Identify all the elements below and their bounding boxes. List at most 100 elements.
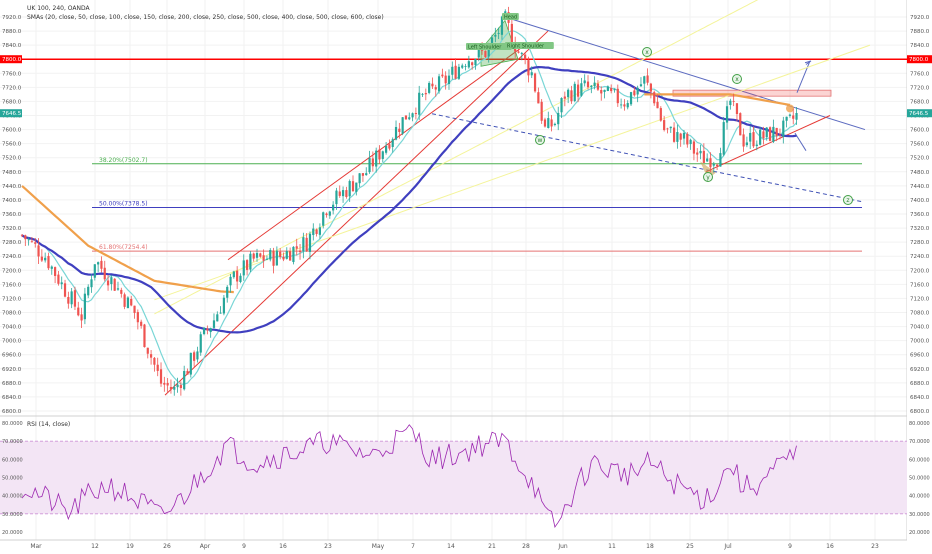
pattern-label-bg bbox=[466, 43, 512, 50]
y-tick-right: 7280.0 bbox=[910, 240, 930, 246]
candle-body bbox=[543, 119, 547, 127]
y-tick-right: 7440.0 bbox=[910, 184, 930, 190]
candle-body bbox=[371, 158, 374, 167]
candle-body bbox=[209, 328, 212, 333]
y-tick-left: 7880.0 bbox=[2, 29, 22, 35]
wave-circle bbox=[843, 195, 853, 205]
x-tick-label: May bbox=[372, 543, 385, 550]
rsi-band bbox=[0, 441, 907, 514]
candle-body bbox=[110, 277, 113, 285]
candle-body bbox=[351, 181, 355, 192]
rsi-line bbox=[21, 424, 797, 528]
candle-body bbox=[596, 83, 600, 90]
candle-body bbox=[80, 314, 83, 321]
y-tick-left: 7360.0 bbox=[2, 212, 22, 218]
rsi-pane bbox=[0, 424, 907, 528]
candle-body bbox=[87, 286, 90, 296]
candle-body bbox=[308, 233, 312, 252]
candle-body bbox=[444, 75, 447, 84]
candle-body bbox=[494, 34, 497, 37]
candle-body bbox=[116, 288, 120, 290]
x-tick-label: 9 bbox=[242, 543, 246, 550]
pattern-label: Head bbox=[504, 15, 517, 21]
wave-label: y bbox=[706, 174, 710, 181]
candle-body bbox=[792, 115, 795, 119]
candle-body bbox=[656, 101, 659, 109]
candle-body bbox=[428, 82, 431, 93]
candle-body bbox=[126, 297, 130, 309]
candle-body bbox=[368, 158, 371, 173]
candle-body bbox=[93, 264, 96, 278]
candle-body bbox=[361, 173, 365, 176]
wave-circle bbox=[732, 74, 742, 84]
y-tick-right: 6880.0 bbox=[910, 381, 930, 387]
candle-body bbox=[702, 150, 705, 163]
candle-body bbox=[461, 65, 464, 68]
sma-20-line bbox=[21, 29, 797, 385]
x-tick-label: 11 bbox=[608, 543, 616, 550]
rsi-tick-left: 60.0000 bbox=[2, 457, 23, 463]
y-tick-left: 7600.0 bbox=[2, 128, 22, 134]
candle-body bbox=[669, 126, 672, 129]
rsi-tick-left: 50.0000 bbox=[2, 476, 23, 482]
candle-body bbox=[610, 88, 613, 92]
candle-body bbox=[24, 235, 27, 240]
candle-body bbox=[583, 80, 586, 84]
x-tick-label: Apr bbox=[200, 543, 211, 550]
x-tick-label: 25 bbox=[686, 543, 694, 550]
candle-body bbox=[570, 90, 573, 102]
candle-body bbox=[269, 250, 272, 260]
candle-body bbox=[302, 237, 305, 252]
candle-body bbox=[391, 139, 394, 147]
candle-body bbox=[563, 96, 566, 99]
candle-body bbox=[189, 352, 192, 375]
candle-body bbox=[706, 158, 709, 162]
y-tick-left: 7080.0 bbox=[2, 311, 22, 317]
y-tick-left: 7160.0 bbox=[2, 282, 22, 288]
candle-body bbox=[524, 54, 527, 60]
y-tick-right: 7320.0 bbox=[910, 226, 930, 232]
bull-projection-arrow bbox=[796, 60, 811, 93]
candle-body bbox=[672, 127, 676, 142]
drawings[interactable] bbox=[0, 16, 907, 396]
candle-body bbox=[623, 104, 626, 107]
y-tick-right: 7080.0 bbox=[910, 311, 930, 317]
candle-body bbox=[245, 260, 249, 270]
candle-body bbox=[752, 132, 755, 147]
candle-body bbox=[586, 81, 590, 88]
rsi-tick-left: 20.0000 bbox=[2, 530, 23, 536]
candle-body bbox=[153, 357, 156, 365]
y-tick-right: 7880.0 bbox=[910, 29, 930, 35]
candle-body bbox=[649, 83, 652, 92]
x-tick-label: 7 bbox=[411, 543, 415, 550]
x-tick-label: 19 bbox=[126, 543, 134, 550]
annotations: 38.20%(7502.7) 50.00%(7378.5) 61.80%(7254.… bbox=[99, 13, 853, 251]
candle-body bbox=[83, 293, 86, 320]
candle-body bbox=[156, 364, 159, 371]
candle-body bbox=[616, 88, 619, 104]
wave-circle bbox=[642, 47, 652, 57]
candle-body bbox=[686, 133, 689, 145]
candle-body bbox=[401, 117, 404, 134]
candle-body bbox=[732, 100, 735, 102]
candle-body bbox=[788, 114, 792, 116]
candle-body bbox=[120, 289, 123, 294]
candle-body bbox=[186, 370, 189, 375]
candle-body bbox=[762, 131, 765, 139]
candle-body bbox=[484, 50, 487, 58]
candle-body bbox=[643, 76, 646, 84]
candle-body bbox=[242, 260, 245, 276]
candle-body bbox=[408, 117, 411, 120]
candle-body bbox=[252, 253, 255, 259]
candle-body bbox=[394, 126, 398, 140]
right-axis-bg bbox=[907, 0, 932, 550]
bear-projection-arrow bbox=[794, 132, 807, 151]
candle-body bbox=[477, 47, 480, 58]
y-tick-left: 7840.0 bbox=[2, 43, 22, 49]
candle-body bbox=[146, 347, 149, 354]
candle-body bbox=[567, 89, 570, 98]
sma-200-line bbox=[21, 185, 234, 294]
candle-body bbox=[70, 291, 73, 305]
candle-body bbox=[692, 141, 696, 154]
